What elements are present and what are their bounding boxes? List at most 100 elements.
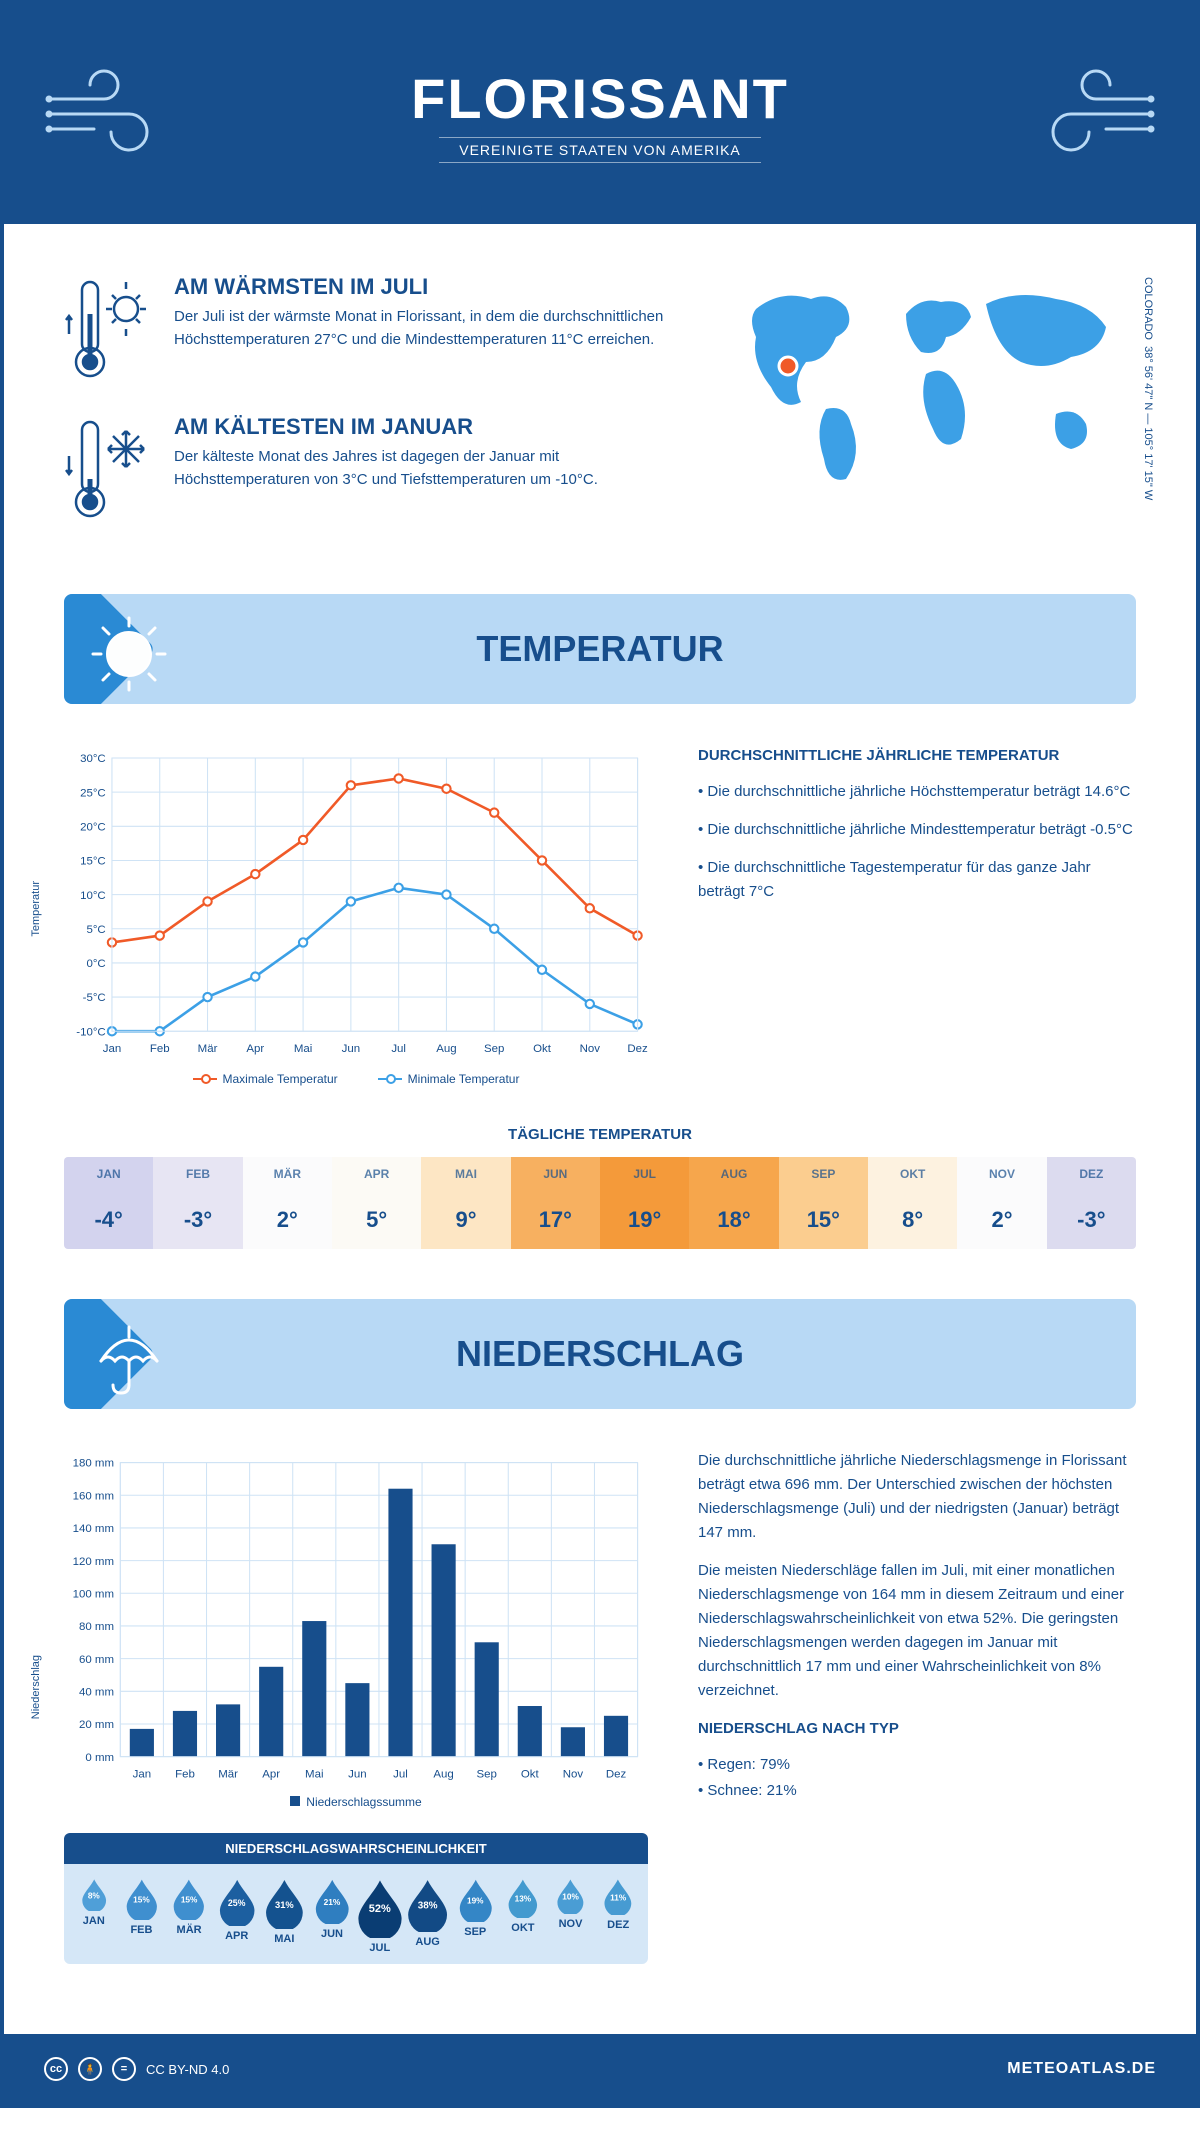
svg-text:Jan: Jan [103,1043,121,1055]
overview-row: AM WÄRMSTEN IM JULI Der Juli ist der wär… [64,274,1136,554]
svg-text:Jan: Jan [133,1769,152,1781]
precip-prob-cell: 10% NOV [547,1878,595,1954]
svg-text:Aug: Aug [436,1043,456,1055]
sun-icon [89,614,169,694]
daily-temp-table: TÄGLICHE TEMPERATUR JAN-4°FEB-3°MÄR2°APR… [64,1126,1136,1249]
precip-prob-cell: 31% MAI [261,1878,309,1954]
svg-text:15°C: 15°C [80,856,106,868]
daily-temp-cell: APR5° [332,1157,421,1249]
cc-icon: cc [44,2057,68,2081]
svg-text:Sep: Sep [484,1043,504,1055]
svg-text:0 mm: 0 mm [85,1752,114,1764]
footer: cc 🧍 = CC BY-ND 4.0 METEOATLAS.DE [4,2034,1196,2104]
umbrella-icon [89,1319,169,1399]
svg-text:Okt: Okt [533,1043,552,1055]
svg-text:100 mm: 100 mm [73,1588,114,1600]
coordinates-label: COLORADO 38° 56' 47" N — 105° 17' 15" W [1142,274,1154,504]
cold-block: AM KÄLTESTEN IM JANUAR Der kälteste Mona… [64,414,676,524]
svg-text:Apr: Apr [246,1043,264,1055]
hot-text: Der Juli ist der wärmste Monat in Floris… [174,306,676,351]
daily-temp-cell: JAN-4° [64,1157,153,1249]
page-frame: FLORISSANT VEREINIGTE STAATEN VON AMERIK… [0,0,1200,2108]
by-icon: 🧍 [78,2057,102,2081]
daily-temp-cell: AUG18° [689,1157,778,1249]
precip-chart: Niederschlag 0 mm20 mm40 mm60 mm80 mm100… [64,1449,648,1964]
svg-text:Mär: Mär [218,1769,238,1781]
precip-prob-cell: 15% FEB [118,1878,166,1954]
cold-text: Der kälteste Monat des Jahres ist dagege… [174,446,676,491]
svg-text:5°C: 5°C [86,924,105,936]
precip-prob-cell: 13% OKT [499,1878,547,1954]
svg-text:120 mm: 120 mm [73,1556,114,1568]
precip-prob-cell: 15% MÄR [165,1878,213,1954]
svg-text:0°C: 0°C [86,958,105,970]
svg-text:40 mm: 40 mm [79,1686,114,1698]
svg-text:20°C: 20°C [80,821,106,833]
svg-text:Apr: Apr [262,1769,280,1781]
daily-temp-cell: DEZ-3° [1047,1157,1136,1249]
world-map-container: COLORADO 38° 56' 47" N — 105° 17' 15" W [716,274,1136,554]
svg-text:Aug: Aug [433,1769,453,1781]
svg-text:-10°C: -10°C [76,1026,105,1038]
precip-prob-cell: 21% JUN [308,1878,356,1954]
svg-text:60 mm: 60 mm [79,1654,114,1666]
cold-title: AM KÄLTESTEN IM JANUAR [174,414,676,440]
temp-side-text: DURCHSCHNITTLICHE JÄHRLICHE TEMPERATUR •… [698,744,1136,1086]
svg-text:Mai: Mai [305,1769,323,1781]
svg-text:-5°C: -5°C [83,992,106,1004]
svg-text:Jul: Jul [393,1769,408,1781]
svg-text:140 mm: 140 mm [73,1523,114,1535]
nd-icon: = [112,2057,136,2081]
daily-temp-cell: MÄR2° [243,1157,332,1249]
svg-text:Feb: Feb [150,1043,170,1055]
svg-text:Mai: Mai [294,1043,312,1055]
temp-legend: Maximale Temperatur Minimale Temperatur [64,1072,648,1086]
svg-text:Nov: Nov [563,1769,584,1781]
svg-text:Dez: Dez [606,1769,627,1781]
precip-prob-cell: 52% JUL [356,1878,404,1954]
brand-label: METEOATLAS.DE [1007,2060,1156,2078]
license-text: CC BY-ND 4.0 [146,2062,229,2077]
svg-text:160 mm: 160 mm [73,1490,114,1502]
svg-text:Sep: Sep [476,1769,496,1781]
svg-text:180 mm: 180 mm [73,1458,114,1470]
svg-text:Jul: Jul [391,1043,406,1055]
svg-text:Mär: Mär [198,1043,218,1055]
svg-text:10°C: 10°C [80,890,106,902]
daily-temp-cell: JUL19° [600,1157,689,1249]
svg-text:25°C: 25°C [80,787,106,799]
page-subtitle: VEREINIGTE STAATEN VON AMERIKA [439,137,761,163]
precip-probability-box: NIEDERSCHLAGSWAHRSCHEINLICHKEIT 8% JAN 1… [64,1833,648,1964]
svg-text:30°C: 30°C [80,753,106,765]
svg-text:80 mm: 80 mm [79,1621,114,1633]
thermometer-hot-icon [64,274,154,384]
precip-banner: NIEDERSCHLAG [64,1299,1136,1409]
svg-text:Dez: Dez [627,1043,648,1055]
temp-section-title: TEMPERATUR [64,628,1136,670]
daily-temp-cell: OKT8° [868,1157,957,1249]
precip-prob-cell: 8% JAN [70,1878,118,1954]
header-banner: FLORISSANT VEREINIGTE STAATEN VON AMERIK… [4,4,1196,224]
wind-decoration-left [44,64,164,164]
world-map-icon [716,274,1136,504]
precip-section-title: NIEDERSCHLAG [64,1333,1136,1375]
daily-temp-cell: FEB-3° [153,1157,242,1249]
page-title: FLORISSANT [411,66,789,131]
temp-banner: TEMPERATUR [64,594,1136,704]
hot-title: AM WÄRMSTEN IM JULI [174,274,676,300]
wind-decoration-right [1036,64,1156,164]
thermometer-cold-icon [64,414,154,524]
temp-chart: Temperatur -10°C-5°C0°C5°C10°C15°C20°C25… [64,744,648,1086]
daily-temp-cell: SEP15° [779,1157,868,1249]
precip-side-text: Die durchschnittliche jährliche Niedersc… [698,1449,1136,1964]
daily-temp-cell: JUN17° [511,1157,600,1249]
daily-temp-cell: MAI9° [421,1157,510,1249]
daily-temp-cell: NOV2° [957,1157,1046,1249]
precip-prob-cell: 38% AUG [404,1878,452,1954]
precip-prob-cell: 11% DEZ [594,1878,642,1954]
hot-block: AM WÄRMSTEN IM JULI Der Juli ist der wär… [64,274,676,384]
svg-text:Nov: Nov [580,1043,601,1055]
svg-text:Okt: Okt [521,1769,540,1781]
svg-text:20 mm: 20 mm [79,1719,114,1731]
svg-text:Jun: Jun [348,1769,367,1781]
